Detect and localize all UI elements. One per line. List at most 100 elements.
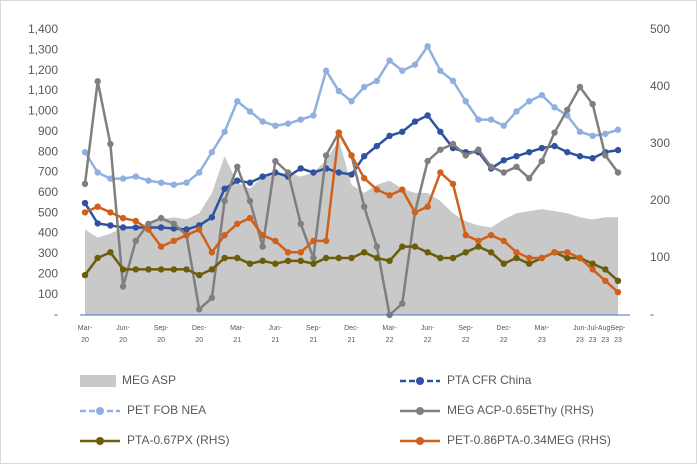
marker xyxy=(234,163,241,170)
marker xyxy=(145,226,152,233)
x-tick-label: Sep-22 xyxy=(458,325,473,344)
marker xyxy=(399,67,406,74)
marker xyxy=(348,152,355,159)
y-tick-label: 1,400 xyxy=(28,22,58,36)
marker xyxy=(373,243,381,250)
marker xyxy=(221,254,228,262)
y-tick-label: 1,200 xyxy=(28,63,58,77)
marker xyxy=(589,260,596,267)
marker xyxy=(462,249,469,256)
marker xyxy=(272,122,279,129)
marker xyxy=(513,153,520,160)
marker xyxy=(208,249,216,256)
marker xyxy=(614,289,622,296)
x-tick-label: Jul-23 xyxy=(587,325,599,344)
marker xyxy=(221,232,228,239)
marker xyxy=(487,232,495,239)
marker xyxy=(538,144,546,152)
y-tick-label: 500 xyxy=(38,205,58,219)
marker xyxy=(221,185,228,192)
marker xyxy=(132,224,139,231)
marker xyxy=(525,254,533,262)
legend-marker xyxy=(416,407,424,415)
marker xyxy=(386,132,393,140)
marker xyxy=(170,237,178,245)
marker xyxy=(322,237,330,245)
marker xyxy=(564,148,571,156)
marker xyxy=(81,180,89,188)
marker xyxy=(462,152,469,159)
y-tick-label: 100 xyxy=(38,287,58,301)
marker xyxy=(437,146,444,153)
marker xyxy=(157,179,165,186)
legend-label: PTA-0.67PX (RHS) xyxy=(127,433,229,447)
marker xyxy=(259,257,266,265)
marker xyxy=(208,266,216,273)
marker xyxy=(487,163,495,170)
marker xyxy=(411,61,419,68)
x-tick-label: Sep-23 xyxy=(611,325,626,344)
marker xyxy=(487,116,495,123)
marker xyxy=(373,254,381,262)
marker xyxy=(589,155,596,162)
marker xyxy=(525,260,533,267)
marker xyxy=(246,214,254,222)
marker xyxy=(335,129,343,136)
marker xyxy=(564,249,571,256)
marker xyxy=(576,153,584,160)
x-tick-label: Mar-23 xyxy=(535,325,550,344)
marker xyxy=(449,140,457,148)
marker xyxy=(107,209,114,216)
marker xyxy=(81,148,89,156)
marker xyxy=(525,148,533,156)
marker xyxy=(297,249,304,256)
marker xyxy=(208,294,216,302)
marker xyxy=(487,249,495,256)
y-tick-label: - xyxy=(54,307,58,321)
x-tick-label: Dec-21 xyxy=(344,325,359,344)
marker xyxy=(424,43,431,50)
marker xyxy=(94,203,101,210)
marker xyxy=(157,214,165,222)
legend-marker xyxy=(416,437,424,445)
marker xyxy=(297,116,304,123)
marker xyxy=(246,197,254,205)
marker xyxy=(119,214,127,222)
marker xyxy=(373,142,381,150)
marker xyxy=(246,179,254,186)
marker xyxy=(119,224,127,231)
marker xyxy=(119,283,127,290)
y2-tick-label: 100 xyxy=(650,250,670,264)
marker xyxy=(183,179,190,186)
marker xyxy=(576,254,584,262)
marker xyxy=(196,271,203,279)
marker xyxy=(348,98,355,105)
legend-label: MEG ACP-0.65EThy (RHS) xyxy=(447,403,594,417)
marker xyxy=(411,118,419,125)
marker xyxy=(475,243,482,250)
marker xyxy=(145,266,152,273)
marker xyxy=(551,142,558,150)
marker xyxy=(500,169,507,176)
marker xyxy=(246,108,254,115)
x-tick-label: Jun-21 xyxy=(269,325,283,344)
marker xyxy=(538,254,546,262)
marker xyxy=(94,254,101,262)
marker xyxy=(272,237,279,245)
x-tick-label: Aug-23 xyxy=(598,325,613,344)
marker xyxy=(360,153,368,160)
x-tick-label: Jun-23 xyxy=(573,325,587,344)
marker xyxy=(602,266,609,273)
marker xyxy=(424,112,431,119)
marker xyxy=(475,146,482,153)
marker xyxy=(157,224,165,231)
marker xyxy=(284,169,292,176)
y-tick-label: 1,000 xyxy=(28,104,58,118)
marker xyxy=(475,116,482,123)
marker xyxy=(310,254,317,262)
marker xyxy=(234,254,241,262)
y2-tick-label: 500 xyxy=(650,22,670,36)
x-tick-label: Mar-22 xyxy=(382,325,397,344)
x-tick-label: Jun-22 xyxy=(421,325,435,344)
legend-marker xyxy=(96,407,104,415)
